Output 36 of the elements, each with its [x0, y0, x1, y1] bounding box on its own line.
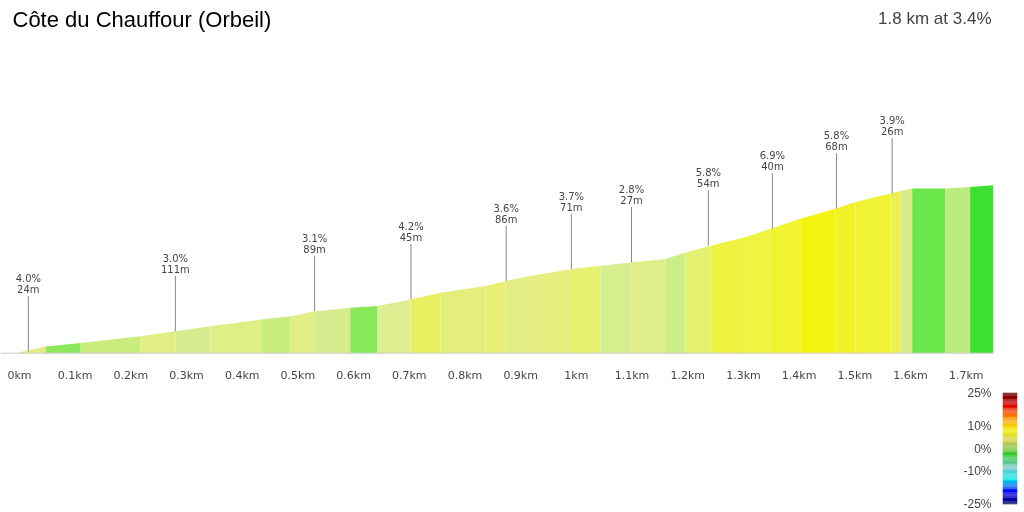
- x-tick-label: 1.6km: [893, 368, 928, 382]
- annotation: 3.7% 71m: [558, 190, 585, 213]
- annotation: 3.9% 26m: [879, 115, 905, 138]
- x-tick-label: 0.7km: [391, 368, 427, 382]
- x-tick-label: 1.1km: [614, 368, 650, 382]
- annotation: 6.9% 40m: [759, 150, 786, 173]
- x-tick-label: 1km: [564, 368, 589, 382]
- x-tick-label: 0.3km: [169, 368, 204, 382]
- color-bar-label: 10%: [967, 419, 992, 434]
- color-bar-label: -25%: [963, 496, 992, 511]
- chart-title: Côte du Chauffour (Orbeil): [12, 6, 272, 32]
- annotation: 4.2% 45m: [398, 220, 424, 243]
- x-tick-label: 1.2km: [670, 368, 706, 382]
- color-bar-label: -10%: [963, 463, 992, 478]
- annotation: 3.1% 89m: [301, 232, 328, 255]
- color-bar-label: 0%: [974, 441, 992, 456]
- x-tick-label: 0.2km: [113, 368, 149, 382]
- x-tick-label: 0km: [7, 368, 32, 382]
- x-tick-label: 1.7km: [948, 368, 984, 382]
- annotation: 5.8% 68m: [823, 130, 850, 153]
- x-tick-label: 0.6km: [336, 368, 371, 382]
- x-tick-label: 0.9km: [503, 368, 538, 382]
- x-tick-label: 0.1km: [57, 368, 93, 382]
- x-tick-label: 0.4km: [224, 368, 260, 382]
- chart-subtitle: 1.8 km at 3.4%: [878, 8, 992, 28]
- x-tick-label: 0.8km: [447, 368, 483, 382]
- annotation: 3.0% 111m: [160, 252, 190, 275]
- color-bar-label: 25%: [967, 385, 992, 400]
- annotation: 4.0% 24m: [15, 273, 42, 296]
- annotation: 5.8% 54m: [695, 167, 722, 190]
- annotation: 2.8% 27m: [618, 184, 645, 207]
- x-tick-label: 0.5km: [280, 368, 316, 382]
- x-tick-label: 1.5km: [837, 368, 873, 382]
- x-tick-label: 1.3km: [726, 368, 761, 382]
- annotation: 3.6% 86m: [493, 202, 519, 225]
- x-tick-label: 1.4km: [781, 368, 817, 382]
